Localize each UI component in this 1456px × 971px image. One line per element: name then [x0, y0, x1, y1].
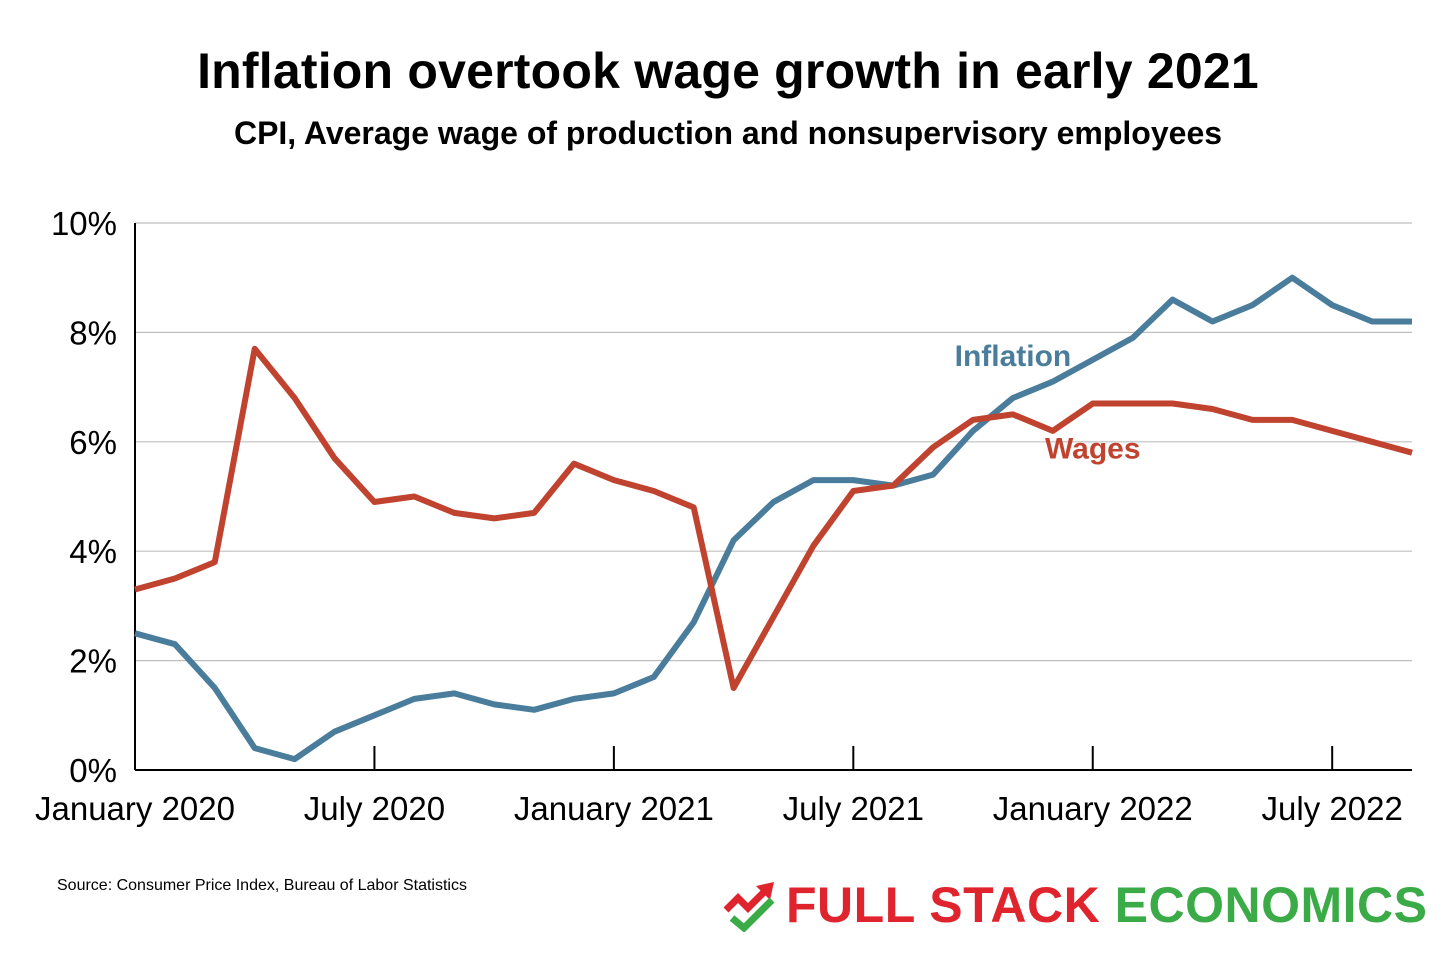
brand-word-full-stack: FULL STACK	[786, 877, 1101, 933]
brand-name: FULL STACK ECONOMICS	[786, 876, 1428, 934]
chart-title: Inflation overtook wage growth in early …	[197, 43, 1259, 99]
trend-arrow-check-icon	[723, 882, 775, 932]
series-label-wages: Wages	[1045, 433, 1141, 466]
x-tick-label: January 2021	[514, 790, 714, 827]
brand-logo: FULL STACK ECONOMICS	[722, 876, 1427, 936]
chart-subtitle: CPI, Average wage of production and nons…	[233, 115, 1223, 151]
x-tick-label: July 2020	[304, 790, 445, 827]
brand-word-economics: ECONOMICS	[1114, 877, 1428, 933]
x-tick-label: July 2022	[1262, 790, 1403, 827]
series-line-inflation	[134, 274, 1412, 763]
source-note: Source: Consumer Price Index, Bureau of …	[57, 877, 467, 894]
y-tick-label: 8%	[69, 314, 117, 351]
series-label-inflation: Inflation	[955, 340, 1072, 373]
x-tick-label: January 2020	[35, 790, 235, 827]
y-tick-label: 10%	[51, 205, 117, 242]
series-line-wages	[134, 345, 1413, 691]
y-tick-label: 6%	[69, 424, 117, 461]
y-tick-label: 2%	[69, 643, 117, 680]
x-tick-label: January 2022	[993, 790, 1193, 827]
x-tick-label: July 2021	[783, 790, 924, 827]
y-tick-label: 0%	[69, 752, 117, 789]
y-tick-label: 4%	[69, 533, 117, 570]
